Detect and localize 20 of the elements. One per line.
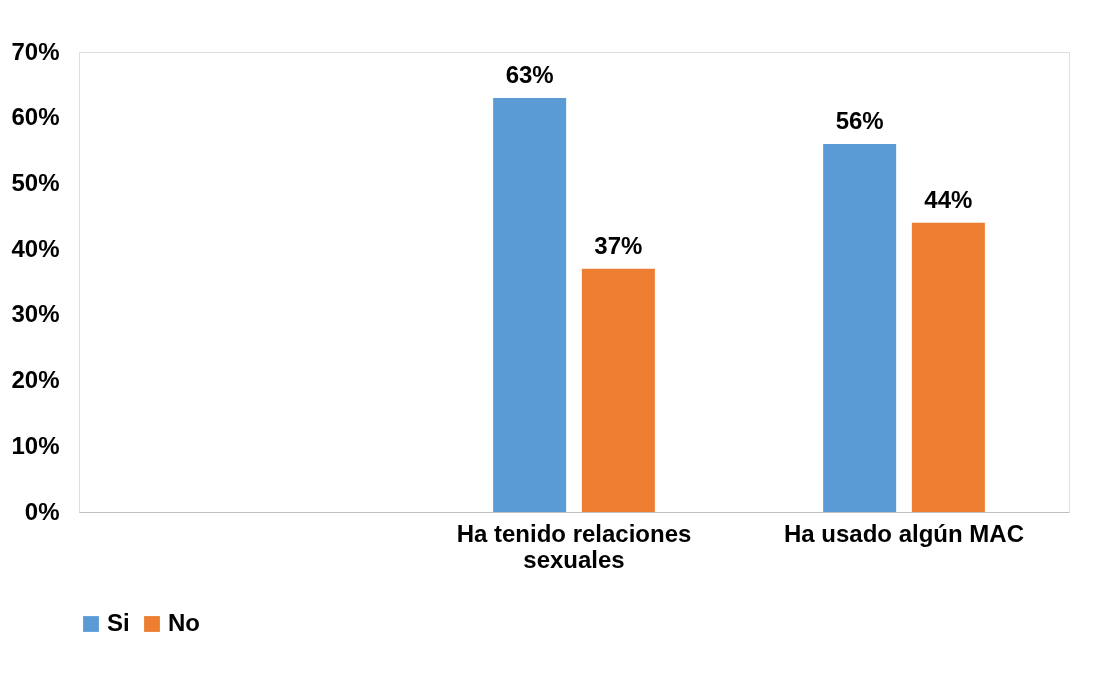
data-label: 63%	[505, 61, 554, 88]
y-tick-label: 50%	[11, 168, 60, 196]
data-label: 56%	[835, 107, 884, 134]
y-tick-label: 40%	[11, 234, 60, 262]
y-tick-label: 10%	[11, 431, 60, 459]
y-tick-label: 20%	[11, 366, 60, 394]
bar	[911, 222, 985, 512]
bar	[493, 98, 567, 512]
x-tick-label: Ha usado algún MAC	[783, 519, 1025, 547]
legend-label: Si	[107, 609, 130, 636]
y-tick-label: 30%	[11, 300, 60, 328]
y-tick-label: 70%	[11, 37, 60, 65]
bar	[581, 268, 655, 512]
bar	[823, 144, 897, 512]
data-label: 37%	[594, 231, 643, 259]
x-tick-label: Ha tenido relaciones sexuales	[456, 519, 692, 573]
legend-label: No	[168, 609, 200, 636]
y-tick-label: 60%	[11, 103, 60, 131]
data-label: 44%	[924, 185, 973, 213]
y-tick-label: 0%	[24, 497, 60, 525]
